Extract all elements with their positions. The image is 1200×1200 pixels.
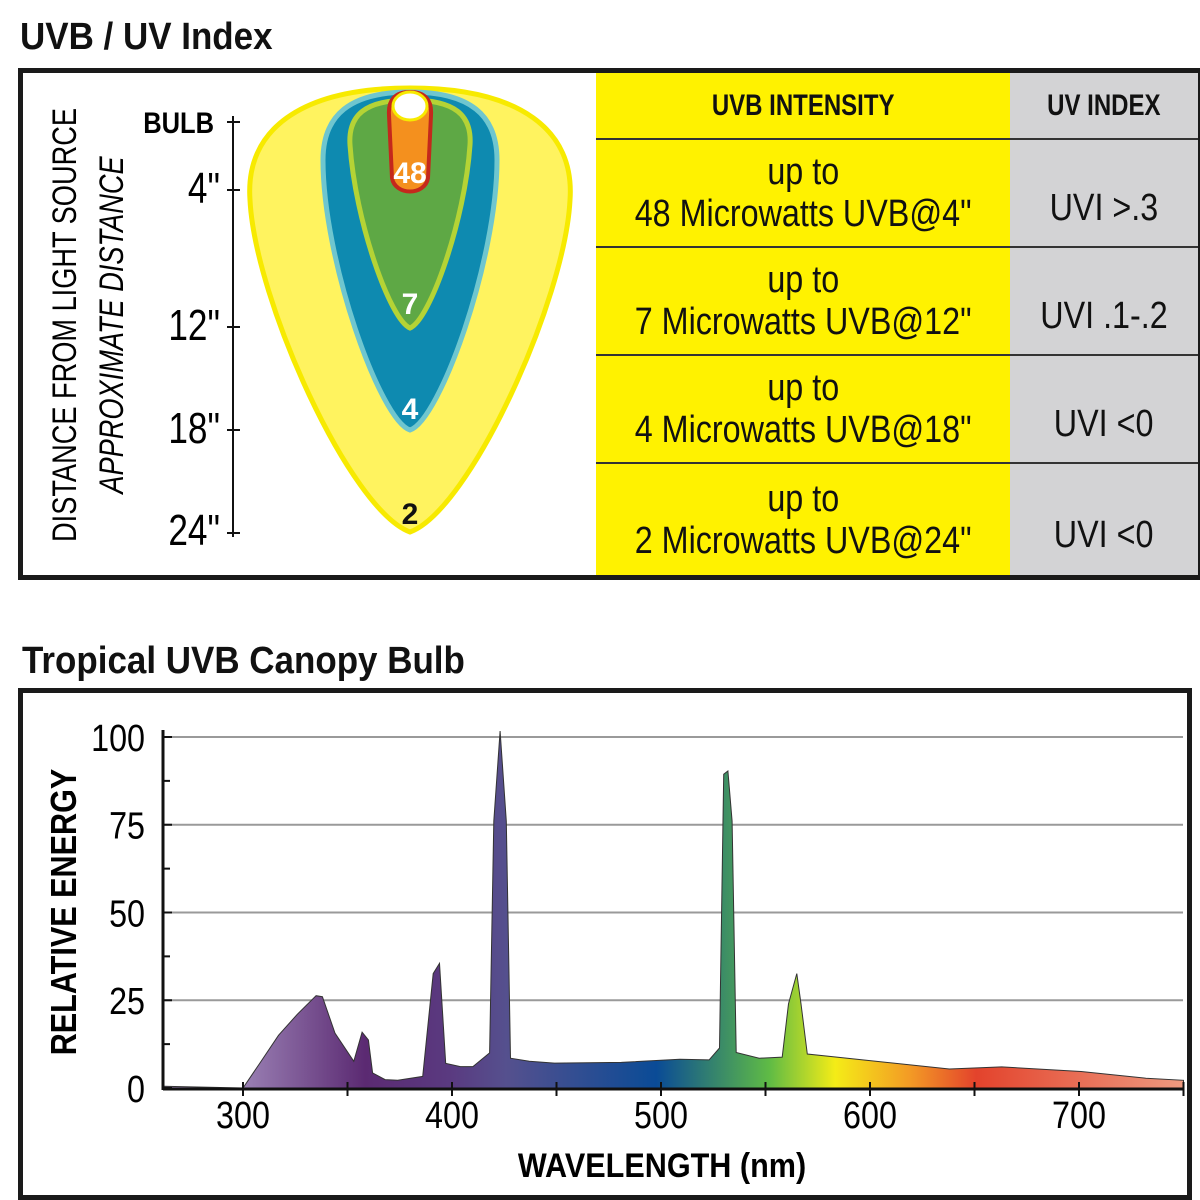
uvb-intensity-header: UVB INTENSITY [596,73,1010,140]
spectrum-area [163,730,1184,1089]
header-text: UVB INTENSITY [711,88,895,122]
uvi-row-4: UVI <0 [1010,464,1198,575]
uvi-value: UVI <0 [1054,403,1154,445]
intensity-row-4: up to 2 Microwatts UVB@24" [596,464,1010,575]
distance-ticks [227,121,240,534]
y-tick-label: 50 [109,893,145,935]
bulb-icon [391,90,429,122]
intensity-row-2: up to 7 Microwatts UVB@12" [596,248,1010,356]
tick-18in: 18" [168,404,220,453]
tick-4in: 4" [188,164,220,213]
row-line1: up to [767,367,839,409]
y-tick-label: 25 [109,981,145,1023]
y-tick-label: 75 [109,805,145,847]
header-text: UV INDEX [1047,88,1161,122]
zone-label-2: 2 [402,498,419,531]
x-tick-label: 600 [843,1095,897,1137]
tick-bulb: BULB [143,106,214,139]
uvi-row-3: UVI <0 [1010,356,1198,464]
uv-index-panel: DISTANCE FROM LIGHT SOURCE APPROXIMATE D… [18,68,1200,580]
row-line2: 4 Microwatts UVB@18" [634,409,972,451]
row-line2: 7 Microwatts UVB@12" [634,301,972,343]
x-tick-label: 700 [1052,1095,1106,1137]
y-tick-label: 0 [127,1069,145,1111]
zone-label-4: 4 [402,393,419,426]
intensity-row-1: up to 48 Microwatts UVB@4" [596,140,1010,248]
tick-12in: 12" [168,301,220,350]
zone-7-shape [347,97,473,331]
zone-label-7: 7 [402,288,419,321]
approximate-distance-label: APPROXIMATE DISTANCE [92,156,131,495]
spectrum-chart: 0 25 50 75 100 300 400 500 600 700 RELATIVE ENERG… [45,718,1185,1185]
row-line2: 2 Microwatts UVB@24" [634,519,972,562]
x-tick-label: 300 [216,1095,270,1137]
distance-axis-label: DISTANCE FROM LIGHT SOURCE [45,108,84,542]
uvi-value: UVI <0 [1054,513,1154,556]
uvb-distance-diagram: DISTANCE FROM LIGHT SOURCE APPROXIMATE D… [45,85,573,555]
row-line1: up to [767,151,839,193]
zone-label-48: 48 [393,157,426,190]
tick-24in: 24" [168,506,220,555]
uv-section-title: UVB / UV Index [20,16,273,58]
y-tick-label: 100 [91,718,145,760]
x-tick-label: 400 [425,1095,479,1137]
uv-index-header: UV INDEX [1010,73,1198,140]
uvi-row-2: UVI .1-.2 [1010,248,1198,356]
row-line1: up to [767,259,839,301]
row-line2: 48 Microwatts UVB@4" [634,193,972,235]
uvi-row-1: UVI >.3 [1010,140,1198,248]
x-tick-label: 500 [634,1095,688,1137]
uvi-value: UVI .1-.2 [1040,295,1168,337]
y-axis-label: RELATIVE ENERGY [45,769,85,1056]
x-axis-label: WAVELENGTH (nm) [518,1147,806,1185]
chart-title: Tropical UVB Canopy Bulb [22,640,465,682]
intensity-row-3: up to 4 Microwatts UVB@18" [596,356,1010,464]
spectrum-panel: 0 25 50 75 100 300 400 500 600 700 RELATIVE ENERG… [18,688,1192,1200]
uvi-value: UVI >.3 [1049,187,1159,229]
row-line1: up to [767,477,839,520]
